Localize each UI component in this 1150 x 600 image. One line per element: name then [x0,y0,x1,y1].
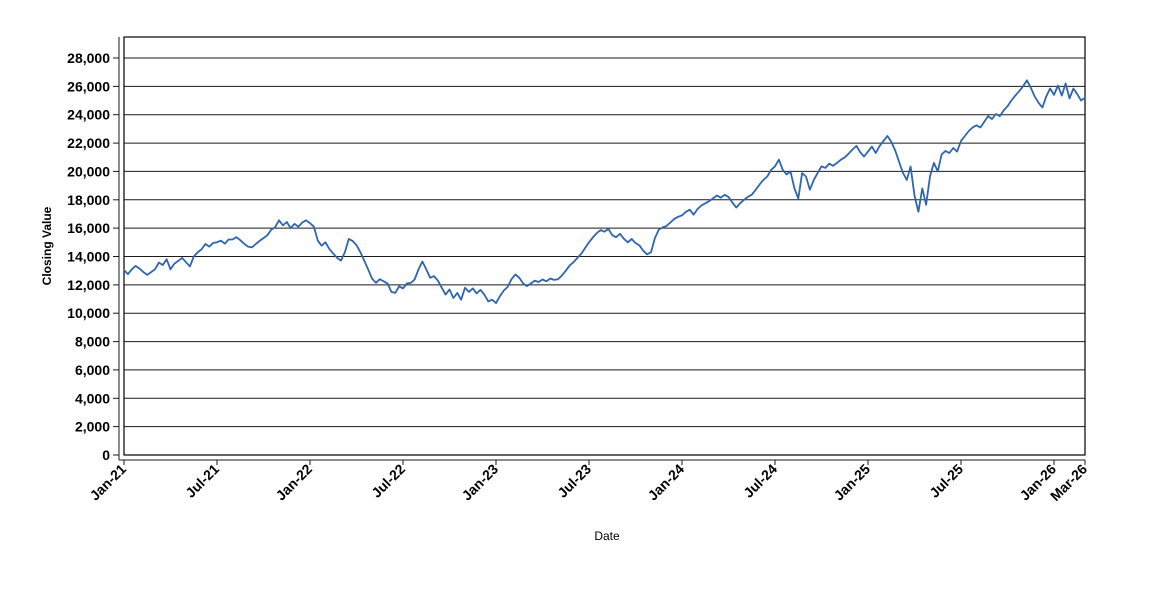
gridlines [124,57,1085,428]
x-tick-label: Jul-24 [740,461,780,501]
plot-frame [123,36,1086,456]
y-tick-label: 6,000 [75,362,110,378]
x-tick-label: Jan-24 [644,461,687,504]
closing-value-line [123,79,1086,305]
x-tick-label: Jan-21 [86,461,129,504]
x-tick-label: Jul-21 [182,461,222,501]
y-tick-label: 20,000 [67,163,110,179]
x-tick-label: Jul-22 [368,461,408,501]
y-tick-label: 14,000 [67,249,110,265]
y-tick-label: 26,000 [67,78,110,94]
y-axis: 0 2,000 4,000 6,000 8,000 10,000 12,000 14,000 1… [67,37,120,463]
y-tick-label: 16,000 [67,220,110,236]
x-tick-label: Jan-22 [272,461,315,504]
plot-frame-group [123,36,1086,456]
y-tick-label: 28,000 [67,50,110,66]
x-tick-label: Jan-25 [830,461,873,504]
x-tick-label: Jul-25 [926,461,966,501]
x-tick-label: Jul-23 [554,461,594,501]
y-tick-label: 22,000 [67,135,110,151]
x-axis: Jan-21 Jul-21 Jan-22 Jul-22 Jan-23 Jul-23 Jan-… [86,459,1090,504]
x-axis-title: Date [594,529,620,543]
series-lines [123,79,1086,305]
y-tick-label: 8,000 [75,334,110,350]
y-tick-label: 4,000 [75,390,110,406]
y-tick-label: 18,000 [67,192,110,208]
y-tick-label: 12,000 [67,277,110,293]
y-tick-label: 24,000 [67,107,110,123]
y-tick-label: 2,000 [75,419,110,435]
y-tick-label: 10,000 [67,305,110,321]
y-tick-label: 0 [102,447,110,463]
y-axis-title: Closing Value [40,206,54,285]
x-tick-label: Jan-23 [458,461,501,504]
